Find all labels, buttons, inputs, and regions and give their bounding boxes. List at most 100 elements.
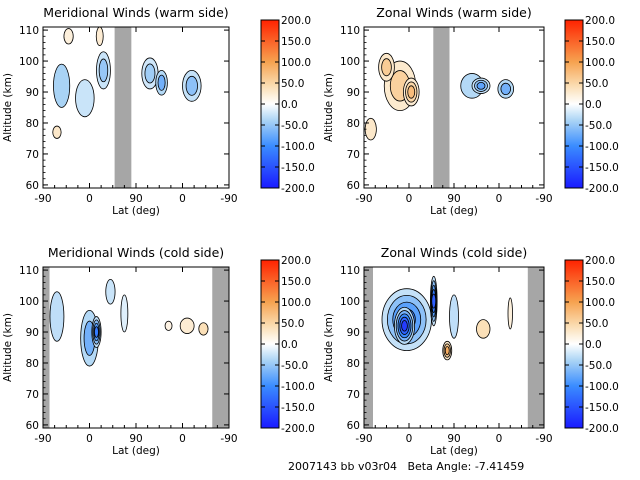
colorbar-label: -150.0 bbox=[585, 402, 619, 414]
colorbar-label: -150.0 bbox=[585, 162, 619, 174]
x-tick-label: 90 bbox=[129, 433, 142, 445]
colorbar-label: 50.0 bbox=[585, 318, 608, 330]
contour-blob-6-level-1 bbox=[476, 319, 491, 339]
y-tick-label: 70 bbox=[347, 389, 360, 401]
colorbar-label: 200.0 bbox=[281, 15, 311, 27]
no-data-band-1 bbox=[43, 267, 50, 428]
x-tick-label: 90 bbox=[129, 193, 142, 205]
y-axis-label: Altitude (km) bbox=[2, 313, 14, 382]
colorbar-label: -50.0 bbox=[585, 120, 612, 132]
chart-panel-1: Meridional Winds (warm side) -90 0 90 0 -90 La… bbox=[2, 5, 238, 217]
contour-field bbox=[49, 278, 209, 367]
colorbar-label: -200.0 bbox=[281, 423, 315, 435]
colorbar-label: -200.0 bbox=[281, 183, 315, 195]
colorbar-label: -50.0 bbox=[585, 360, 612, 372]
colorbar-label: 50.0 bbox=[281, 78, 304, 90]
colorbar-label: -50.0 bbox=[281, 360, 308, 372]
colorbar-label: 0.0 bbox=[585, 339, 602, 351]
chart-panel-2: Zonal Winds (warm side) -90 0 90 0 -90 Lat (de… bbox=[323, 5, 553, 217]
colorbar-2: 200.0 150.0 100.0 50.0 0.0 -50.0 -100.0 -150.0 -… bbox=[564, 15, 619, 195]
colorbar-label: 150.0 bbox=[281, 276, 311, 288]
contour-blob-1-level-1 bbox=[53, 63, 71, 108]
no-data-band-1 bbox=[114, 27, 132, 188]
x-tick-label: -90 bbox=[355, 193, 372, 205]
plot-area bbox=[364, 27, 544, 188]
colorbar-label: -150.0 bbox=[281, 402, 315, 414]
x-tick-label: -90 bbox=[34, 433, 51, 445]
y-tick-label: 70 bbox=[26, 389, 39, 401]
contour-blob-8-level-2 bbox=[185, 75, 198, 96]
colorbar-label: 100.0 bbox=[281, 297, 311, 309]
x-tick-label: 0 bbox=[496, 433, 503, 445]
contour-blob-6-level-1 bbox=[179, 317, 195, 334]
panel-title: Zonal Winds (warm side) bbox=[376, 5, 531, 20]
colorbar-label: 0.0 bbox=[281, 99, 298, 111]
contour-blob-7-level-2 bbox=[157, 74, 166, 91]
y-axis-label: Altitude (km) bbox=[323, 313, 335, 382]
x-tick-label: 90 bbox=[447, 433, 460, 445]
contour-blob-5-level-1 bbox=[95, 27, 104, 46]
contour-blob-5-level-1 bbox=[120, 294, 129, 333]
y-tick-label: 60 bbox=[26, 420, 39, 432]
y-tick-label: 70 bbox=[26, 149, 39, 161]
chart-panel-4: Zonal Winds (cold side) -90 0 90 0 -90 Lat (de… bbox=[323, 245, 553, 457]
no-data-band-1 bbox=[364, 267, 373, 428]
plot-area bbox=[43, 27, 229, 188]
contour-field bbox=[364, 52, 515, 141]
chart-panel-3: Meridional Winds (cold side) -90 0 90 0 -90 La… bbox=[2, 245, 238, 457]
x-axis-label: Lat (deg) bbox=[112, 205, 160, 217]
no-data-band-2 bbox=[527, 267, 544, 428]
y-axis-label: Altitude (km) bbox=[2, 73, 14, 142]
colorbar-label: -100.0 bbox=[281, 381, 315, 393]
colorbar-label: 100.0 bbox=[585, 57, 615, 69]
colorbar-label: 150.0 bbox=[281, 36, 311, 48]
x-tick-label: 0 bbox=[179, 193, 186, 205]
y-tick-label: 80 bbox=[26, 118, 39, 130]
y-axis-label: Altitude (km) bbox=[323, 73, 335, 142]
y-tick-label: 100 bbox=[340, 296, 360, 308]
y-tick-label: 100 bbox=[19, 296, 39, 308]
y-tick-label: 90 bbox=[347, 327, 360, 339]
y-tick-label: 110 bbox=[340, 265, 360, 277]
colorbar-1: 200.0 150.0 100.0 50.0 0.0 -50.0 -100.0 -150.0 -… bbox=[260, 15, 315, 195]
colorbar-label: 0.0 bbox=[281, 339, 298, 351]
colorbar-label: 100.0 bbox=[585, 297, 615, 309]
y-tick-label: 80 bbox=[26, 358, 39, 370]
contour-blob-7-level-1 bbox=[507, 297, 513, 330]
x-tick-label: -90 bbox=[220, 433, 237, 445]
y-tick-label: 60 bbox=[26, 180, 39, 192]
colorbar-label: 200.0 bbox=[585, 15, 615, 27]
y-tick-label: 110 bbox=[19, 25, 39, 37]
contour-blob-6-level-2 bbox=[144, 63, 156, 84]
colorbar-label: -100.0 bbox=[585, 141, 619, 153]
colorbar-label: -100.0 bbox=[281, 141, 315, 153]
x-tick-label: 0 bbox=[86, 433, 93, 445]
colorbar-label: -200.0 bbox=[585, 423, 619, 435]
x-tick-label: -90 bbox=[220, 193, 237, 205]
colorbar-label: 100.0 bbox=[281, 57, 311, 69]
y-tick-label: 80 bbox=[347, 358, 360, 370]
colorbar-4: 200.0 150.0 100.0 50.0 0.0 -50.0 -100.0 -150.0 -… bbox=[564, 255, 619, 435]
x-axis-label: Lat (deg) bbox=[112, 445, 160, 457]
colorbar-3: 200.0 150.0 100.0 50.0 0.0 -50.0 -100.0 -150.0 -… bbox=[260, 255, 315, 435]
x-tick-label: -90 bbox=[34, 193, 51, 205]
no-data-band-1 bbox=[433, 27, 450, 188]
x-tick-label: 0 bbox=[406, 433, 413, 445]
x-tick-label: -90 bbox=[535, 193, 552, 205]
y-tick-label: 70 bbox=[347, 149, 360, 161]
colorbar-label: 200.0 bbox=[281, 255, 311, 267]
contour-field bbox=[52, 27, 202, 139]
contour-blob-2-level-3 bbox=[407, 85, 416, 99]
panel-title: Meridional Winds (warm side) bbox=[43, 5, 228, 20]
x-tick-label: 0 bbox=[86, 193, 93, 205]
contour-blob-2-level-5 bbox=[401, 320, 408, 332]
x-tick-label: -90 bbox=[535, 433, 552, 445]
x-tick-label: 90 bbox=[447, 193, 460, 205]
colorbar-label: 150.0 bbox=[585, 276, 615, 288]
y-tick-label: 60 bbox=[347, 420, 360, 432]
y-tick-label: 90 bbox=[347, 87, 360, 99]
x-axis-label: Lat (deg) bbox=[430, 205, 478, 217]
plot-area bbox=[43, 267, 229, 428]
contour-blob-3-level-2 bbox=[381, 58, 392, 77]
